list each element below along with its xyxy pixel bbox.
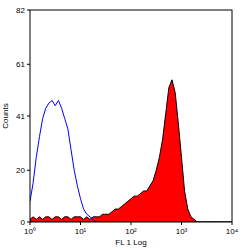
x-tick xyxy=(131,222,132,225)
plot-frame xyxy=(30,10,232,222)
x-tick-label: 10² xyxy=(125,227,137,236)
x-axis-label: FL 1 Log xyxy=(115,238,146,247)
x-tick xyxy=(181,222,182,225)
x-tick xyxy=(232,222,233,225)
y-tick-label: 20 xyxy=(16,166,25,175)
x-tick-label: 10³ xyxy=(176,227,188,236)
y-tick-label: 0 xyxy=(21,218,26,227)
y-tick xyxy=(27,10,30,11)
histogram-area xyxy=(30,80,232,222)
x-tick-label: 10¹ xyxy=(75,227,87,236)
x-tick xyxy=(30,222,31,225)
chart: 0 20 41 61 82 10⁰ 10¹ 10² 10³ 10⁴ FL 1 Log Counts xyxy=(0,0,250,250)
y-tick-label: 82 xyxy=(16,6,25,15)
y-tick xyxy=(27,170,30,171)
x-tick-label: 10⁴ xyxy=(226,227,239,236)
plot-area xyxy=(30,80,232,222)
y-tick-label: 61 xyxy=(16,60,25,69)
histogram-line xyxy=(30,100,106,222)
y-tick xyxy=(27,116,30,117)
y-tick-label: 41 xyxy=(16,112,25,121)
y-tick xyxy=(27,64,30,65)
x-tick xyxy=(80,222,81,225)
x-tick-label: 10⁰ xyxy=(24,227,36,236)
y-axis-label: Counts xyxy=(1,103,10,128)
